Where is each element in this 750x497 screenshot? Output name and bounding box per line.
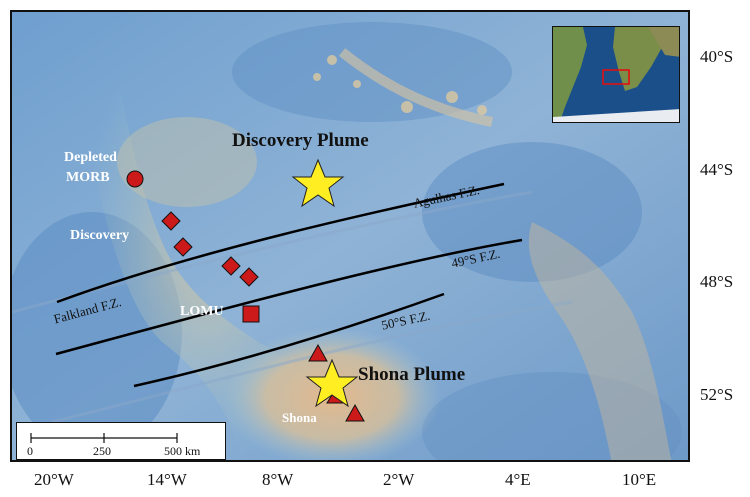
lat-label-48s: 48°S — [700, 272, 734, 291]
discovery-plume-label: Discovery Plume — [232, 130, 369, 151]
shona-label: Shona — [282, 410, 317, 425]
scale-bar: 0 250 500 km — [16, 422, 226, 460]
lat-label-40s: 40°S — [700, 47, 734, 66]
locator-box — [602, 69, 630, 85]
lon-label-14w: 14°W — [147, 470, 187, 489]
discovery-plume-star — [291, 158, 345, 208]
50s-fracture-zone — [133, 292, 445, 388]
lomu-label: LOMU — [180, 304, 224, 319]
lon-label-10e: 10°E — [622, 470, 657, 489]
inset-locator-map — [552, 26, 680, 123]
depleted-morb-circle-marker — [126, 170, 144, 188]
lomu-square-marker — [242, 305, 260, 323]
lat-label-44s: 44°S — [700, 160, 734, 179]
lon-label-4e: 4°E — [505, 470, 531, 489]
inset-map-graphic — [553, 27, 679, 122]
discovery-diamond-markers — [161, 211, 259, 287]
lat-label-52s: 52°S — [700, 385, 734, 404]
lon-label-2w: 2°W — [383, 470, 415, 489]
morb-label: MORB — [66, 170, 110, 185]
agulhas-falkland-fracture-zone — [56, 182, 505, 304]
depleted-label: Depleted — [64, 150, 117, 165]
shona-plume-label: Shona Plume — [358, 364, 466, 385]
lon-label-20w: 20°W — [34, 470, 74, 489]
scale-tick-500: 500 km — [164, 444, 201, 458]
shona-plume-star — [305, 358, 359, 408]
lon-label-8w: 8°W — [262, 470, 294, 489]
scale-tick-250: 250 — [93, 444, 111, 458]
49s-fracture-zone — [55, 238, 523, 356]
scale-tick-0: 0 — [27, 444, 33, 458]
map-panel: Discovery Plume Shona Plume Depleted MOR… — [10, 10, 690, 462]
discovery-label: Discovery — [70, 228, 130, 243]
